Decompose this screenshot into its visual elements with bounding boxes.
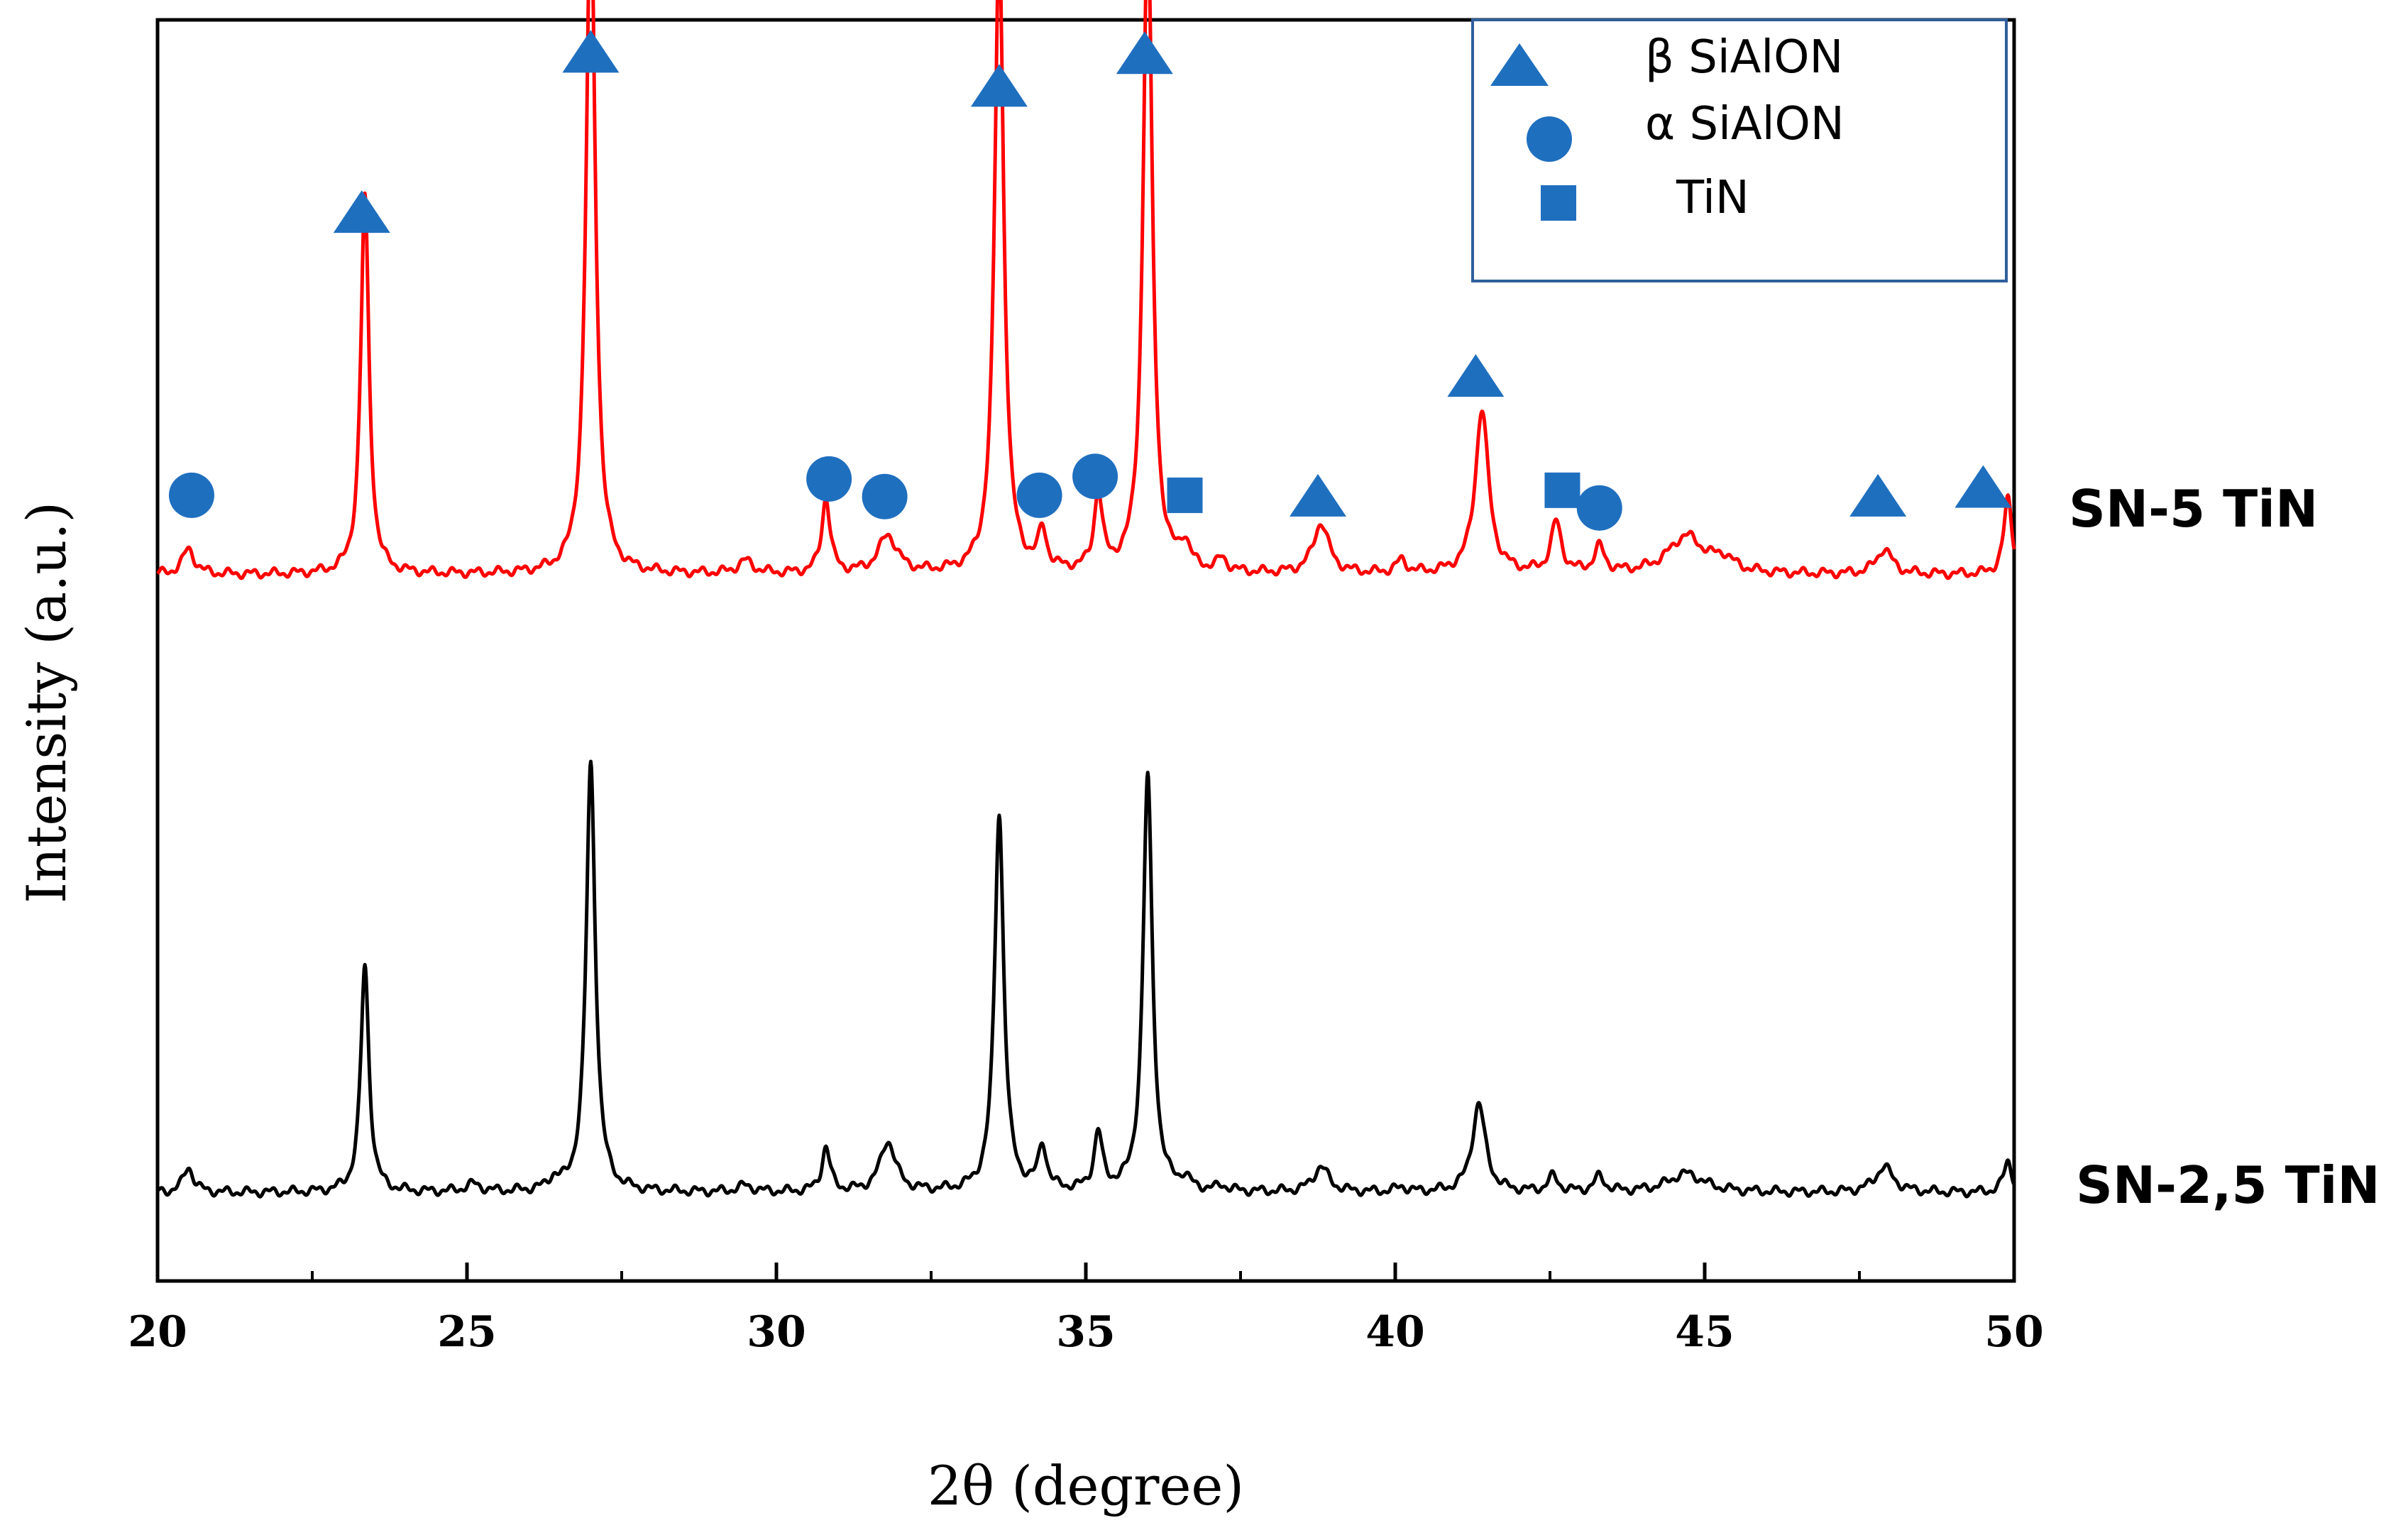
series-label-sn25: SN-2,5 TiN [2076,1155,2380,1215]
legend-label-beta: β SiAlON [1645,31,1843,84]
legend-square-icon [1541,185,1576,221]
alpha-marker-13 [1576,485,1622,531]
legend-circle-icon [1527,116,1572,162]
beta-marker-14 [1849,473,1907,517]
series-label-sn5: SN-5 TiN [2069,479,2318,539]
beta-marker-5 [970,64,1028,107]
beta-marker-11 [1447,354,1505,397]
x-tick-label-45: 45 [1675,1307,1734,1357]
x-axis-title: 2θ (degree) [928,1454,1244,1517]
series-line-1 [156,759,2016,1199]
alpha-marker-0 [168,472,214,518]
x-tick-label-25: 25 [437,1307,497,1357]
beta-marker-2 [562,30,620,73]
alpha-marker-7 [1072,453,1118,500]
beta-marker-10 [1290,473,1346,517]
legend-label-alpha: α SiAlON [1645,98,1845,150]
x-tick-label-35: 35 [1056,1307,1116,1357]
x-tick-label-30: 30 [747,1307,806,1357]
alpha-marker-4 [862,473,908,519]
series-layer [156,0,2016,1199]
series-line-0 [156,0,2016,581]
legend-label-tin: TiN [1676,172,1749,224]
beta-marker-1 [333,190,390,233]
alpha-marker-6 [1016,472,1062,518]
alpha-marker-3 [806,456,852,502]
x-axis-ticks: 20 25 30 35 40 45 50 [128,1263,2044,1357]
legend-triangle-icon [1490,43,1549,86]
beta-marker-15 [1955,465,2012,508]
beta-marker-8 [1116,31,1173,75]
x-tick-label-20: 20 [128,1307,187,1357]
y-axis-title: Intensity (a.u.) [15,502,78,903]
tin-marker-9 [1167,477,1203,513]
phase-marker-layer [168,30,2012,531]
tin-marker-12 [1544,472,1580,508]
x-tick-label-50: 50 [1984,1307,2044,1357]
legend: β SiAlON α SiAlON TiN [1471,18,2008,282]
x-tick-label-40: 40 [1365,1307,1425,1357]
